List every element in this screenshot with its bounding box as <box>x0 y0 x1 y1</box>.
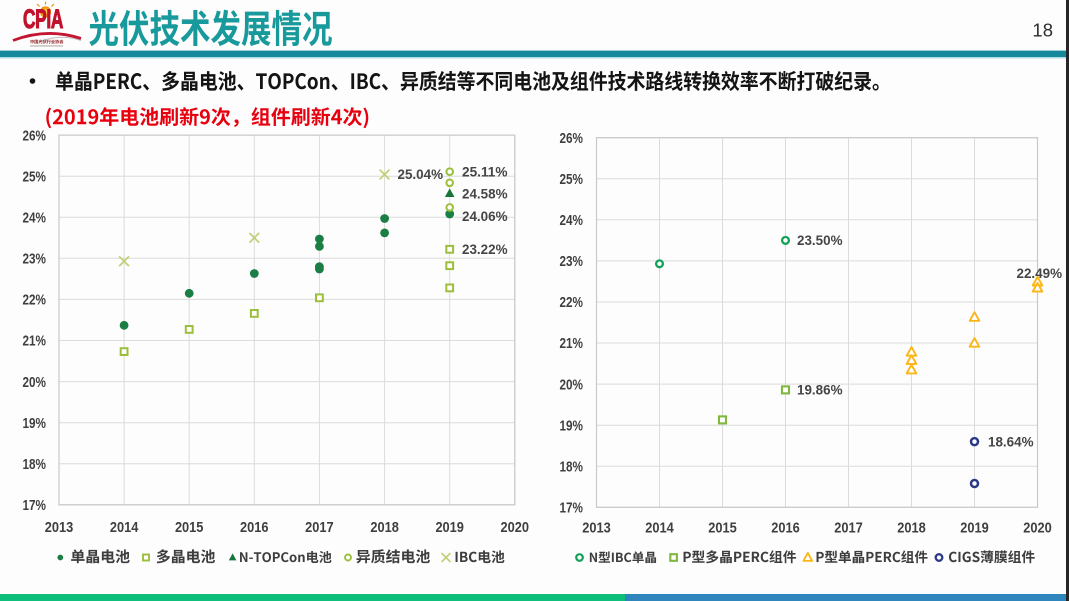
svg-text:2016: 2016 <box>240 520 269 536</box>
svg-text:25%: 25% <box>560 172 584 188</box>
svg-text:21%: 21% <box>560 336 584 352</box>
svg-text:18: 18 <box>1032 19 1053 40</box>
svg-text:20%: 20% <box>560 377 584 393</box>
svg-text:23.50%: 23.50% <box>797 233 843 249</box>
svg-text:24.58%: 24.58% <box>462 186 508 202</box>
svg-text:20%: 20% <box>23 375 47 391</box>
svg-text:18%: 18% <box>560 460 584 476</box>
svg-text:25.04%: 25.04% <box>398 167 444 183</box>
svg-text:21%: 21% <box>23 334 47 350</box>
svg-text:2020: 2020 <box>1023 521 1052 537</box>
svg-text:2018: 2018 <box>370 520 399 536</box>
svg-text:23%: 23% <box>560 254 584 270</box>
svg-text:2015: 2015 <box>175 520 204 536</box>
svg-text:2014: 2014 <box>110 520 139 536</box>
svg-text:24.06%: 24.06% <box>462 209 508 225</box>
svg-text:25%: 25% <box>23 169 47 185</box>
svg-text:26%: 26% <box>23 128 47 144</box>
svg-text:23.22%: 23.22% <box>462 242 508 258</box>
svg-text:2017: 2017 <box>305 520 334 536</box>
svg-text:17%: 17% <box>23 498 47 514</box>
svg-text:2019: 2019 <box>435 520 464 536</box>
svg-text:2013: 2013 <box>45 520 74 536</box>
svg-text:18.64%: 18.64% <box>988 435 1034 451</box>
svg-text:2014: 2014 <box>645 521 674 537</box>
svg-text:2019: 2019 <box>960 521 989 537</box>
svg-text:2020: 2020 <box>501 520 530 536</box>
svg-text:22.49%: 22.49% <box>1017 266 1063 282</box>
svg-text:2018: 2018 <box>897 521 926 537</box>
svg-text:24%: 24% <box>23 211 47 227</box>
svg-text:18%: 18% <box>23 457 47 473</box>
svg-text:19.86%: 19.86% <box>797 382 843 398</box>
svg-text:2016: 2016 <box>771 521 800 537</box>
svg-text:2015: 2015 <box>708 521 737 537</box>
svg-text:24%: 24% <box>560 213 584 229</box>
svg-text:17%: 17% <box>560 501 584 517</box>
svg-text:19%: 19% <box>560 418 584 434</box>
svg-text:CPIA: CPIA <box>23 3 63 34</box>
svg-text:19%: 19% <box>23 416 47 432</box>
svg-text:22%: 22% <box>560 295 584 311</box>
svg-text:25.11%: 25.11% <box>462 164 508 180</box>
svg-text:26%: 26% <box>560 131 584 147</box>
svg-text:2017: 2017 <box>834 521 863 537</box>
svg-text:23%: 23% <box>23 252 47 268</box>
svg-text:22%: 22% <box>23 293 47 309</box>
svg-text:2013: 2013 <box>582 521 611 537</box>
